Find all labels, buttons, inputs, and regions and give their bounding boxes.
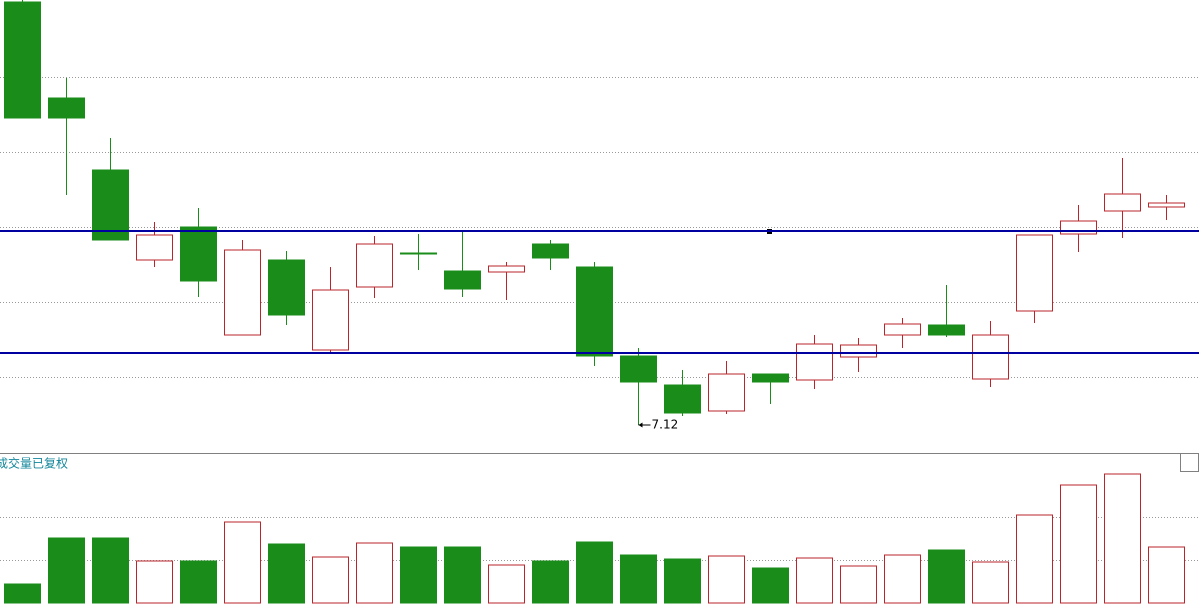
volume-bar: [1016, 514, 1053, 604]
candle-body: [1016, 234, 1053, 312]
volume-title: 成交量已复权: [0, 456, 68, 471]
candle-body: [136, 234, 173, 261]
volume-bar: [1148, 546, 1185, 604]
volume-bar: [268, 543, 305, 604]
volume-bar: [488, 564, 525, 604]
candle-body: [312, 289, 349, 351]
candle-body: [1104, 193, 1141, 212]
volume-bar: [1104, 473, 1141, 604]
candle-body: [488, 265, 525, 273]
volume-bar: [532, 560, 569, 604]
volume-bar: [136, 560, 173, 604]
candle-body: [532, 243, 569, 259]
volume-bar: [620, 554, 657, 604]
candle-body: [180, 226, 217, 282]
candle-body: [796, 343, 833, 381]
candle-body: [268, 259, 305, 316]
volume-bar: [708, 555, 745, 604]
candle-body: [1148, 202, 1185, 208]
annotation-arrowhead: [638, 422, 643, 428]
candle-body: [576, 266, 613, 357]
candle-body: [48, 97, 85, 119]
volume-bar: [444, 546, 481, 604]
candle-body: [356, 243, 393, 288]
volume-bar: [752, 567, 789, 604]
panel-button: [1180, 453, 1199, 472]
volume-bar: [224, 521, 261, 604]
volume-bar: [92, 537, 129, 604]
volume-bar: [972, 561, 1009, 604]
candle-body: [664, 384, 701, 414]
low-label: 7.12: [652, 418, 679, 432]
candle-body: [708, 373, 745, 412]
candle-body: [1060, 220, 1097, 235]
volume-bar: [312, 556, 349, 604]
volume-bar: [928, 549, 965, 604]
volume-bar: [1060, 484, 1097, 604]
candle-body: [752, 373, 789, 383]
volume-bar: [180, 560, 217, 604]
candle-body: [840, 344, 877, 358]
volume-bar: [48, 537, 85, 604]
candle-body: [224, 249, 261, 336]
volume-bar: [576, 541, 613, 604]
volume-bar: [356, 542, 393, 604]
volume-bar: [840, 565, 877, 604]
candle-body: [444, 270, 481, 290]
candle-body: [972, 334, 1009, 380]
volume-bar: [664, 558, 701, 604]
candle-body: [400, 252, 437, 255]
candle-body: [620, 355, 657, 383]
candle-body: [4, 1, 41, 119]
candle-body: [928, 324, 965, 336]
candle-body: [92, 169, 129, 241]
candle-body: [884, 323, 921, 336]
volume-bar: [4, 583, 41, 604]
volume-bar: [400, 546, 437, 604]
volume-bar: [796, 557, 833, 604]
volume-bar: [884, 554, 921, 604]
